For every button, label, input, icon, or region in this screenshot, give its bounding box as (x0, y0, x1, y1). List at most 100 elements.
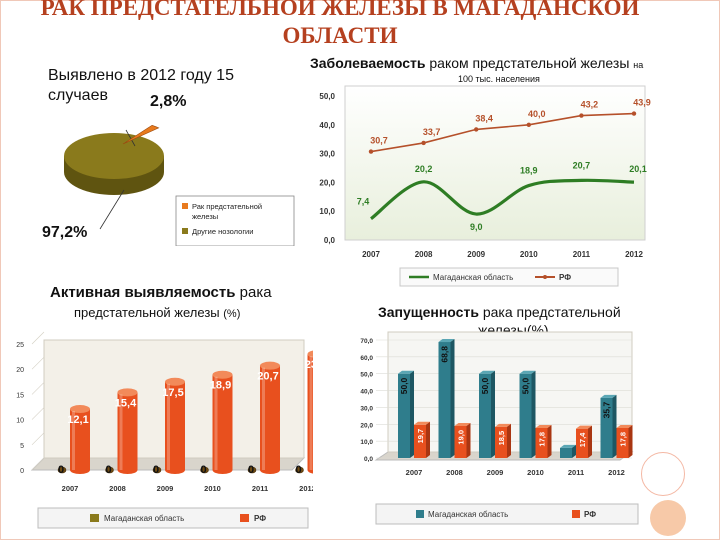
neglect-legend: Магаданская область РФ (375, 503, 639, 525)
neglect-bar-magadan-side (491, 370, 495, 458)
incidence-label-rf: 43,9 (633, 98, 651, 108)
neglect-legend-label-rf: РФ (584, 510, 596, 519)
neglect-bar-magadan-top (560, 444, 576, 448)
neglect-legend-swatch-rf (572, 510, 580, 518)
detect-label-rf: 17,5 (162, 387, 183, 399)
incidence-y-tick: 50,0 (319, 92, 335, 101)
detect-y-axis: 0 5 10 15 20 25 (16, 331, 45, 475)
incidence-label-magadan: 20,7 (573, 160, 591, 170)
incidence-series: 30,7 33,7 38,4 40,0 43,2 43,9 7,4 20,2 9,0 18,9 20… (357, 98, 651, 233)
slide-title-line2: ОБЛАСТИ (282, 23, 398, 48)
neglect-label-rf: 17,8 (619, 432, 628, 447)
incidence-x-tick: 2008 (415, 250, 433, 259)
incidence-point-rf (368, 149, 374, 154)
detect-bar-rf (212, 374, 233, 474)
detect-y-tick: 20 (16, 367, 24, 374)
neglect-bar-rf-side (628, 424, 633, 458)
detect-grid-line (31, 382, 45, 395)
incidence-y-tick: 0,0 (324, 236, 336, 245)
neglect-bar-rf-top (616, 424, 633, 428)
detect-caption-line2-wrap: предстательной железы (%) (74, 305, 240, 320)
incidence-label-rf: 33,7 (423, 127, 441, 137)
neglect-bar-rf-top (454, 422, 471, 426)
detect-caption: Активная выявляемость рака (50, 284, 272, 301)
detect-bar-rf (307, 354, 313, 474)
detect-bar-rf-shine (309, 356, 313, 470)
pie-caption: Выявлено в 2012 году 15 случаев (48, 66, 234, 106)
neglect-bars: 50,0 19,7 68,8 19,0 50,0 18,5 50,0 17,8 17,4 35,7… (398, 339, 633, 458)
neglect-bar-rf (616, 427, 629, 458)
neglect-label-rf: 17,8 (538, 432, 547, 447)
detect-legend-box (37, 507, 309, 529)
incidence-legend: Магаданская область РФ (399, 267, 619, 287)
neglect-bar-magadan-side (612, 394, 617, 458)
detect-legend-label-rf: РФ (254, 514, 266, 523)
detect-x-tick: 2008 (109, 484, 126, 493)
neglect-y-tick: 60,0 (360, 355, 373, 362)
neglect-bar-rf-top (576, 425, 592, 429)
incidence-caption-rest: раком предстательной железы (425, 55, 630, 71)
neglect-bar-magadan-side (531, 370, 536, 458)
detect-legend-swatch-magadan (90, 514, 99, 522)
detect-x-tick: 2012 (299, 484, 313, 493)
neglect-x-tick: 2010 (527, 468, 544, 477)
incidence-label-rf: 30,7 (370, 136, 388, 146)
incidence-caption-line2: 100 тыс. населения (458, 74, 540, 84)
neglect-bar-rf-side (507, 423, 511, 458)
incidence-legend-marker-rf (543, 275, 547, 279)
neglect-bar-magadan-side (572, 444, 576, 458)
detect-label-rf: 15,4 (115, 397, 137, 409)
neglect-chart: 0,0 10,0 20,0 30,0 40,0 50,0 60,0 70,0 50,0 19,7… (360, 331, 639, 525)
neglect-x-tick: 2012 (608, 468, 625, 477)
neglect-bar-magadan-side (450, 339, 455, 458)
incidence-caption-bold: Заболеваемость (310, 55, 426, 71)
neglect-caption: Запущенность рака предстательной (378, 304, 621, 320)
neglect-bar-rf-side (547, 424, 552, 458)
neglect-bar-rf-side (588, 425, 592, 458)
incidence-label-magadan: 18,9 (520, 166, 538, 176)
pie-legend-swatch-slice (182, 203, 188, 209)
incidence-y-tick: 10,0 (319, 207, 335, 216)
detect-x-tick: 2010 (204, 484, 221, 493)
pie-slice-prostate (122, 124, 160, 145)
detect-y-tick: 15 (16, 392, 24, 399)
detect-label-magadan: 0 (295, 464, 301, 476)
detect-x-axis: 2007 2008 2009 2010 2011 2012 (62, 484, 313, 493)
neglect-x-tick: 2007 (406, 468, 423, 477)
detect-bar-rf-shine (119, 394, 123, 470)
neglect-bar-magadan-side (410, 370, 414, 458)
incidence-label-magadan: 20,2 (415, 164, 433, 174)
detect-bar-magadan (105, 466, 114, 474)
neglect-x-axis: 2007 2008 2009 2010 2011 2012 (406, 468, 625, 477)
detect-x-tick: 2011 (252, 484, 268, 493)
incidence-caption-small: на (633, 60, 644, 70)
incidence-y-tick: 30,0 (319, 150, 335, 159)
neglect-label-rf: 19,0 (457, 430, 466, 445)
incidence-legend-label-magadan: Магаданская область (433, 273, 513, 282)
detect-grid-line (31, 407, 45, 420)
neglect-bar-rf (454, 425, 467, 458)
slide-title-line1: РАК ПРЕДСТАТЕЛЬНОЙ ЖЕЛЕЗЫ В МАГАДАНСКОЙ (40, 0, 640, 20)
incidence-label-magadan: 7,4 (357, 197, 370, 207)
neglect-bar-magadan (560, 447, 572, 458)
neglect-y-tick: 40,0 (360, 389, 373, 396)
detect-label-magadan: 0 (200, 464, 206, 476)
detect-y-tick: 25 (16, 342, 24, 349)
neglect-bar-rf-top (414, 421, 430, 425)
detect-caption-line2: предстательной железы (74, 305, 220, 320)
neglect-bar-magadan-top (479, 370, 495, 374)
neglect-label-magadan: 35,7 (602, 402, 612, 419)
detect-bar-rf (260, 365, 280, 474)
incidence-point-rf (631, 111, 637, 116)
detect-caption-rest: рака (235, 284, 272, 301)
incidence-legend-label-rf: РФ (559, 273, 571, 282)
detect-bar-magadan (200, 466, 209, 474)
incidence-x-tick: 2012 (625, 250, 643, 259)
detect-legend: Магаданская область РФ (37, 507, 309, 529)
incidence-label-rf: 38,4 (475, 113, 493, 123)
neglect-bar-rf-top (495, 423, 511, 427)
neglect-y-tick: 30,0 (360, 405, 373, 412)
incidence-point-rf (526, 122, 531, 127)
neglect-label-rf: 18,5 (497, 431, 506, 446)
detect-grid-line (31, 331, 45, 345)
